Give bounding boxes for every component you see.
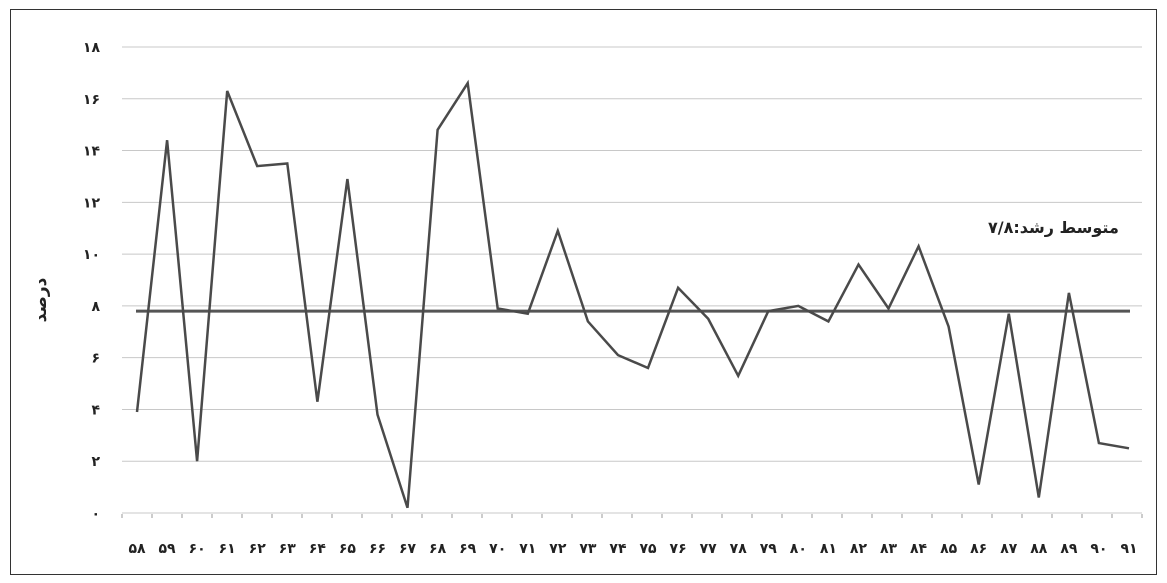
y-axis-ticks: ۰ ۲ ۴ ۶ ۸ ۱۰ ۱۲ ۱۴ ۱۶ ۱۸ (83, 40, 101, 522)
x-tick-label: ۶۵ (339, 541, 357, 557)
x-tick-label: ۸۹ (1060, 541, 1078, 557)
y-tick-label: ۱۲ (83, 195, 101, 211)
x-tick-label: ۸۲ (850, 541, 868, 557)
x-tick-label: ۶۴ (309, 541, 327, 557)
y-tick-label: ۰ (91, 506, 100, 522)
x-tick-label: ۸۳ (880, 541, 898, 557)
x-tick-label: ۸۸ (1030, 541, 1048, 557)
x-tick-label: ۸۴ (910, 541, 928, 557)
x-tick-label: ۶۶ (369, 541, 386, 557)
x-tick-label: ۶۸ (429, 541, 447, 557)
x-tick-label: ۷۵ (639, 541, 657, 557)
y-tick-label: ۱۴ (83, 144, 101, 160)
x-tick-label: ۷۶ (670, 541, 687, 557)
x-tick-label: ۵۸ (128, 541, 146, 557)
x-tick-label: ۷۸ (730, 541, 748, 557)
series-line (135, 79, 1130, 509)
x-tick-label: ۸۶ (970, 541, 987, 557)
y-tick-label: ۲ (91, 454, 100, 470)
y-tick-label: ۱۰ (83, 247, 100, 263)
x-tick-label: ۷۳ (579, 541, 597, 557)
x-tick-label: ۸۷ (1000, 541, 1018, 557)
chart-frame (10, 9, 1157, 575)
x-tick-label: ۷۰ (489, 541, 506, 557)
gridlines (122, 46, 1142, 514)
x-tick-label: ۶۳ (279, 541, 297, 557)
x-tick-label: ۷۱ (519, 541, 536, 557)
x-tick-label: ۷۲ (549, 541, 567, 557)
x-tick-label: ۷۷ (700, 541, 718, 557)
x-tick-label: ۶۱ (219, 541, 236, 557)
y-axis-label: درصد (31, 277, 51, 322)
average-annotation: متوسط رشد:۷/۸ (988, 218, 1119, 237)
x-tick-label: ۶۰ (189, 541, 206, 557)
y-tick-label: ۶ (91, 351, 100, 367)
x-tick-label: ۸۱ (820, 541, 837, 557)
x-tick-label: ۵۹ (159, 541, 177, 557)
x-tick-label: ۹۰ (1090, 541, 1107, 557)
y-tick-label: ۱۶ (83, 92, 100, 108)
x-tick-label: ۸۰ (790, 541, 807, 557)
y-tick-label: ۴ (91, 402, 100, 418)
x-tick-label: ۸۵ (940, 541, 958, 557)
x-tick-label: ۶۹ (459, 541, 477, 557)
y-tick-label: ۱۸ (83, 40, 101, 56)
x-tick-label: ۶۲ (249, 541, 267, 557)
x-tick-label: ۹۱ (1120, 541, 1137, 557)
x-tick-label: ۷۹ (760, 541, 778, 557)
x-tick-label: ۶۷ (399, 541, 417, 557)
x-tick-label: ۷۴ (609, 541, 627, 557)
x-axis-ticks: ۵۸ ۵۹ ۶۰ ۶۱ ۶۲ ۶۳ ۶۴ ۶۵ ۶۶ ۶۷ ۶۸ ۶۹ ۷۰ ۷۱ ۷۲ ۷۳ ۷۴ ۷۵ ۷۶ ۷۷… (121, 514, 1143, 557)
y-tick-label: ۸ (91, 299, 100, 315)
